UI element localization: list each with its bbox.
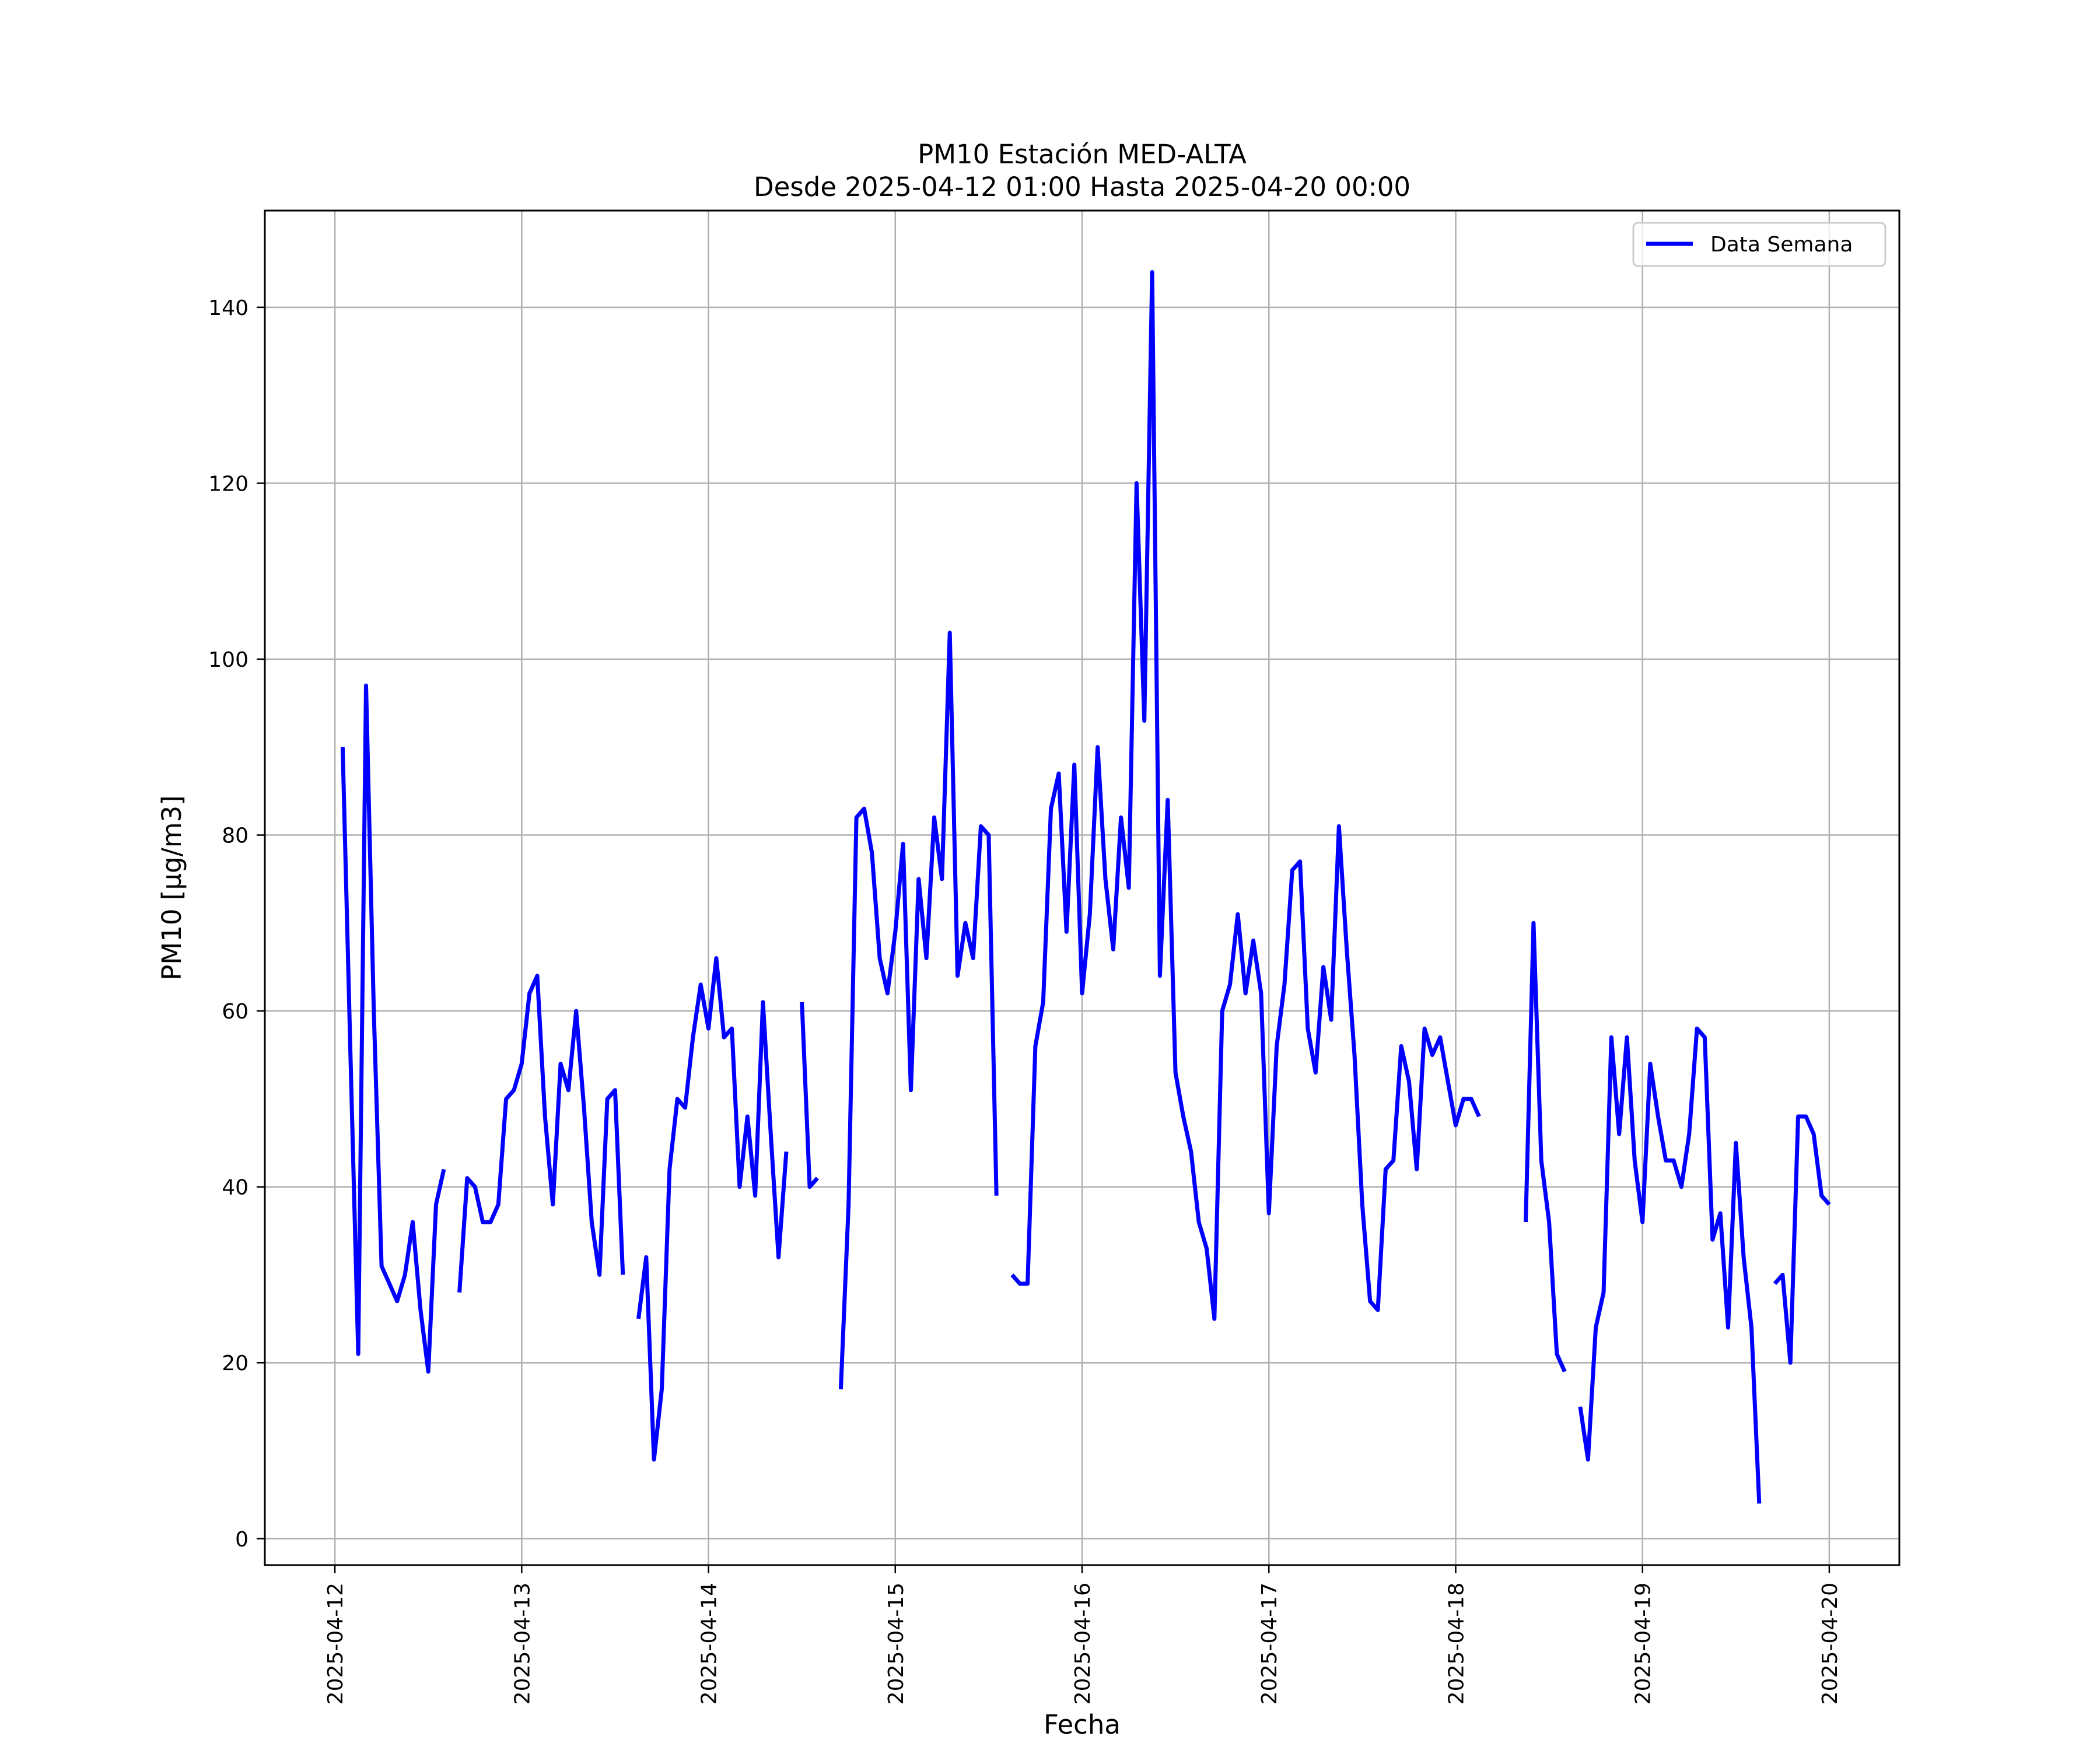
series-line-segment: [838, 631, 999, 1390]
y-tick-label: 140: [208, 296, 249, 320]
y-tick-label: 120: [208, 472, 249, 496]
series-line-segment: [457, 974, 625, 1293]
x-tick-label: 2025-04-18: [1444, 1583, 1468, 1704]
chart-title-line1: PM10 Estación MED-ALTA: [918, 139, 1247, 170]
y-axis-label: PM10 [μg/m3]: [156, 795, 187, 980]
y-tick-label: 80: [222, 824, 249, 848]
series-line-segment: [340, 683, 446, 1374]
series-line-segment: [636, 956, 789, 1462]
y-tick-label: 100: [208, 648, 249, 672]
legend: Data Semana: [1632, 222, 1887, 267]
x-tick-label: 2025-04-16: [1071, 1583, 1095, 1704]
x-tick-label: 2025-04-19: [1632, 1583, 1656, 1704]
chart-title-line2: Desde 2025-04-12 01:00 Hasta 2025-04-20 …: [754, 172, 1410, 202]
y-axis-ticks: 0 20 40 60 80 100 120 140: [208, 296, 265, 1552]
series-line-segment: [800, 1002, 819, 1189]
y-tick-label: 20: [222, 1352, 249, 1376]
grid-lines: [265, 211, 1899, 1565]
y-tick-label: 0: [235, 1528, 249, 1552]
x-tick-label: 2025-04-15: [884, 1583, 908, 1704]
x-tick-label: 2025-04-12: [324, 1583, 348, 1704]
x-tick-label: 2025-04-17: [1258, 1583, 1282, 1704]
series-layer: [340, 270, 1831, 1504]
series-line-segment: [1010, 270, 1481, 1321]
series-line-segment: [1578, 1026, 1762, 1504]
y-tick-label: 40: [222, 1176, 249, 1200]
x-axis-label: Fecha: [1044, 1709, 1121, 1740]
legend-frame: [1632, 222, 1887, 267]
y-tick-label: 60: [222, 1000, 249, 1024]
legend-label: Data Semana: [1710, 233, 1853, 257]
x-tick-label: 2025-04-14: [698, 1583, 722, 1704]
x-tick-label: 2025-04-20: [1818, 1583, 1842, 1704]
series-line-segment: [1773, 1114, 1831, 1365]
x-axis-ticks: 2025-04-12 2025-04-13 2025-04-14 2025-04-15…: [324, 1565, 1842, 1704]
series-line-segment: [1524, 921, 1567, 1373]
x-tick-label: 2025-04-13: [510, 1583, 534, 1704]
